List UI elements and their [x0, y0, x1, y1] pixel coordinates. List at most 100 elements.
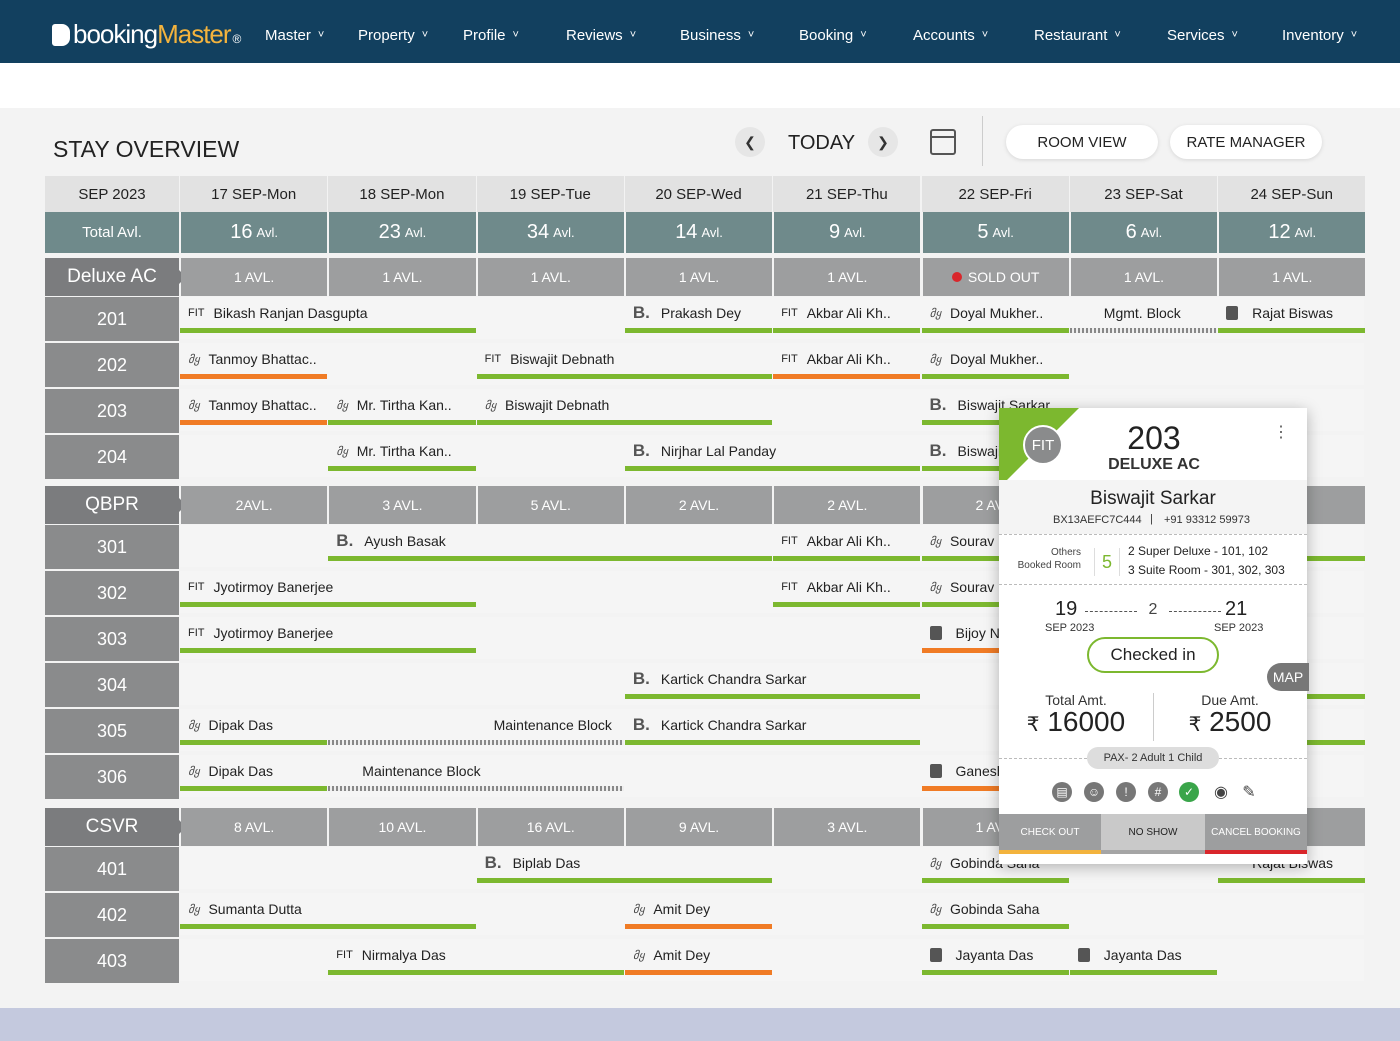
booking-block[interactable]: მყ Gobinda Saha [921, 889, 1069, 929]
booking-block[interactable]: მყ Sourav [921, 567, 1069, 607]
booking-block[interactable]: B. Nirjhar Lal Panday [624, 431, 921, 471]
room-401[interactable]: 401 [45, 847, 179, 891]
room-402[interactable]: 402 [45, 893, 179, 937]
bed-icon[interactable]: ▤ [1052, 782, 1072, 802]
booking-block[interactable]: Jayanta Das [921, 935, 1069, 975]
room-201[interactable]: 201 [45, 297, 179, 341]
room-202[interactable]: 202 [45, 343, 179, 387]
booking-block[interactable]: FIT Akbar Ali Kh.. [773, 567, 921, 607]
booking-block[interactable]: მყ Amit Dey [624, 935, 773, 975]
category-qbpr[interactable]: QBPR [45, 486, 179, 524]
nav-item-reviews[interactable]: Reviews ˅ [566, 27, 636, 44]
room-302[interactable]: 302 [45, 571, 179, 615]
availability-label: 1 AVL. [827, 269, 868, 285]
booking-block[interactable]: B. Biswajit Sarkar [921, 385, 1069, 425]
booking-block[interactable]: B. Kartick Chandra Sarkar [624, 705, 921, 745]
room-204[interactable]: 204 [45, 435, 179, 479]
booking-block[interactable]: Mgmt. Block [1069, 293, 1218, 333]
availability-label: 1 AVL. [678, 269, 720, 285]
room-301[interactable]: 301 [45, 525, 179, 569]
booking-block[interactable]: B. Biswajit [921, 431, 1069, 471]
booking-block[interactable]: B. Kartick Chandra Sarkar [624, 659, 921, 699]
view-icon[interactable]: ◉ [1214, 784, 1228, 801]
booking-block[interactable]: მყ Dipak Das [180, 751, 328, 791]
booking-status-bar [476, 420, 773, 425]
cancel-booking-button[interactable]: CANCEL BOOKING [1205, 814, 1307, 854]
brand-logo[interactable]: booking Master ® [52, 19, 241, 50]
room-303[interactable]: 303 [45, 617, 179, 661]
booking-block[interactable]: მყ Mr. Tirtha Kan.. [328, 431, 476, 471]
room-403[interactable]: 403 [45, 939, 179, 983]
booking-block[interactable]: FIT Akbar Ali Kh.. [773, 293, 921, 333]
category-deluxe-ac[interactable]: Deluxe AC [45, 258, 179, 296]
booking-block[interactable]: Maintenance Block [328, 705, 624, 745]
room-305[interactable]: 305 [45, 709, 179, 753]
hash-icon[interactable]: # [1148, 782, 1168, 802]
booking-block[interactable]: Maintenance Block [328, 751, 624, 791]
booking-block[interactable]: B. Biplab Das [476, 843, 773, 883]
map-button[interactable]: MAP [1267, 663, 1309, 691]
chevron-down-icon: ˅ [747, 29, 755, 41]
room-view-button[interactable]: ROOM VIEW [1006, 125, 1158, 159]
checked-in-status[interactable]: Checked in [1087, 637, 1219, 673]
booking-block[interactable]: მყ Dipak Das [180, 705, 328, 745]
next-date-button[interactable]: ❯ [868, 127, 898, 157]
booking-block[interactable]: FIT Jyotirmoy Banerjee [180, 567, 476, 607]
no-show-button[interactable]: NO SHOW [1101, 814, 1205, 854]
booking-detail-popup: FIT 203 DELUXE AC ⋮ Biswajit Sarkar BX13… [999, 408, 1309, 864]
availability-label: 2AVL. [235, 497, 273, 513]
room-203[interactable]: 203 [45, 389, 179, 433]
corporate-booking-icon [929, 948, 942, 962]
booking-block[interactable]: მყ Mr. Tirtha Kan.. [328, 385, 476, 425]
booking-id: BX13AEFC7C444 [1053, 514, 1142, 526]
avl-suffix: Avl. [553, 225, 575, 240]
nav-item-property[interactable]: Property ˅ [358, 27, 428, 44]
more-options-icon[interactable]: ⋮ [1273, 424, 1289, 441]
booking-status-bar [476, 878, 773, 883]
category-csvr[interactable]: CSVR [45, 808, 179, 846]
room-306[interactable]: 306 [45, 755, 179, 799]
booking-status-bar [624, 924, 773, 929]
nav-item-accounts[interactable]: Accounts ˅ [913, 27, 988, 44]
booking-block[interactable]: მყ Sumanta Dutta [180, 889, 476, 929]
booking-block[interactable]: B. Prakash Dey [624, 293, 773, 333]
check-out-button[interactable]: CHECK OUT [999, 814, 1101, 854]
guest-name: Akbar Ali Kh.. [806, 533, 891, 549]
edit-icon[interactable]: ✎ [1242, 784, 1256, 801]
room-304[interactable]: 304 [45, 663, 179, 707]
nav-item-business[interactable]: Business ˅ [680, 27, 754, 44]
booking-block[interactable]: მყ Tanmoy Bhattac.. [180, 385, 328, 425]
nav-item-restaurant[interactable]: Restaurant ˅ [1034, 27, 1121, 44]
nav-item-inventory[interactable]: Inventory ˅ [1282, 27, 1357, 44]
alert-icon[interactable]: ! [1116, 782, 1136, 802]
availability-label: 1 AVL. [1272, 269, 1313, 285]
booking-block[interactable]: მყ Doyal Mukher.. [921, 293, 1069, 333]
booking-block[interactable]: მყ Sourav [921, 521, 1069, 561]
booking-block[interactable]: Bijoy N [921, 613, 1069, 653]
booking-block[interactable]: FIT Jyotirmoy Banerjee [180, 613, 476, 653]
nav-item-services[interactable]: Services ˅ [1167, 27, 1238, 44]
booking-block[interactable]: მყ Amit Dey [624, 889, 773, 929]
booking-block[interactable]: მყ Tanmoy Bhattac.. [180, 339, 328, 379]
nav-item-master[interactable]: Master ˅ [265, 27, 324, 44]
booking-block[interactable]: FIT Akbar Ali Kh.. [773, 521, 921, 561]
booking-block[interactable]: B. Ayush Basak [328, 521, 773, 561]
booking-block[interactable]: Ganesh [921, 751, 1069, 791]
booking-block[interactable]: FIT Biswajit Debnath [476, 339, 773, 379]
prev-date-button[interactable]: ❮ [735, 127, 765, 157]
today-button[interactable]: TODAY [788, 132, 856, 154]
booking-block[interactable]: FIT Nirmalya Das [328, 935, 624, 975]
nav-item-profile[interactable]: Profile ˅ [463, 27, 519, 44]
booking-status-bar [624, 694, 921, 699]
booking-block[interactable]: FIT Akbar Ali Kh.. [773, 339, 921, 379]
guest-profile-icon[interactable]: ☺ [1084, 782, 1104, 802]
booking-block[interactable]: FIT Bikash Ranjan Dasgupta [180, 293, 476, 333]
booking-block[interactable]: მყ Doyal Mukher.. [921, 339, 1069, 379]
nav-item-booking[interactable]: Booking ˅ [799, 27, 867, 44]
booking-block[interactable]: მყ Biswajit Debnath [476, 385, 773, 425]
booking-block[interactable]: Jayanta Das [1069, 935, 1218, 975]
calendar-icon[interactable] [930, 129, 956, 155]
check-icon[interactable]: ✓ [1179, 782, 1199, 802]
booking-block[interactable]: Rajat Biswas [1218, 293, 1366, 333]
rate-manager-button[interactable]: RATE MANAGER [1170, 125, 1322, 159]
